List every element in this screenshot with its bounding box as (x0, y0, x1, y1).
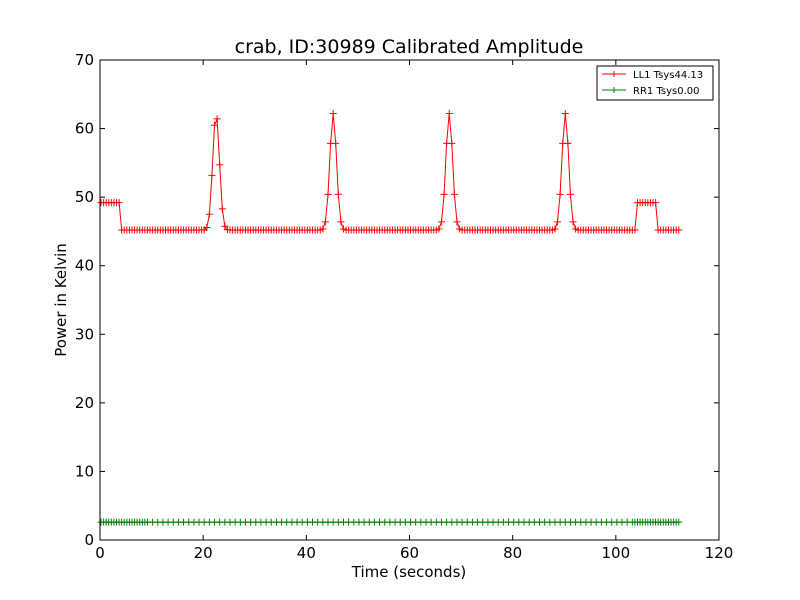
data-point (211, 121, 219, 129)
y-tick-label: 70 (75, 51, 94, 69)
data-point (203, 224, 211, 232)
data-point (329, 109, 337, 117)
data-point (437, 218, 445, 226)
data-point (319, 225, 327, 233)
data-point (445, 109, 453, 117)
plot-area (97, 109, 683, 526)
data-point (334, 190, 342, 198)
x-tick-label: 60 (400, 544, 419, 562)
x-tick-label: 80 (503, 544, 522, 562)
legend: LL1 Tsys44.13 RR1 Tsys0.00 (596, 65, 714, 101)
data-point (561, 109, 569, 117)
plot-frame (99, 59, 720, 541)
y-tick-label: 0 (84, 531, 94, 549)
data-point (453, 218, 461, 226)
data-point (435, 225, 443, 233)
data-point (321, 218, 329, 226)
series-1 (97, 518, 683, 526)
data-point (554, 218, 562, 226)
data-point (337, 218, 345, 226)
x-axis-label: Time (seconds) (351, 563, 467, 581)
data-point (564, 139, 572, 147)
data-point (216, 161, 224, 169)
data-point (324, 190, 332, 198)
y-tick-label: 60 (75, 120, 94, 138)
y-tick-label: 40 (75, 257, 94, 275)
data-point (556, 190, 564, 198)
legend-label: LL1 Tsys44.13 (633, 70, 703, 81)
x-tick-label: 40 (297, 544, 316, 562)
legend-box (596, 65, 714, 101)
legend-marker (611, 87, 617, 93)
series-0 (97, 109, 683, 234)
x-tick-label: 20 (194, 544, 213, 562)
legend-entry: RR1 Tsys0.00 (602, 86, 700, 97)
data-point (450, 190, 458, 198)
axes: 0 20 40 60 80 100 120 0 10 20 30 40 50 60 70 (75, 51, 733, 562)
data-point (551, 225, 559, 233)
y-tick-label: 50 (75, 188, 94, 206)
data-point (218, 205, 226, 213)
data-point (115, 199, 123, 207)
y-tick-label: 20 (75, 394, 94, 412)
data-point (208, 171, 216, 179)
data-point (440, 190, 448, 198)
data-point (569, 218, 577, 226)
data-point (332, 139, 340, 147)
x-tick-label: 100 (602, 544, 631, 562)
data-point (631, 226, 639, 234)
data-point (205, 210, 213, 218)
y-tick-label: 30 (75, 325, 94, 343)
legend-marker (611, 71, 617, 77)
chart-title: crab, ID:30989 Calibrated Amplitude (235, 36, 584, 58)
data-point (652, 199, 660, 207)
data-point (675, 518, 683, 526)
data-point (213, 115, 221, 123)
legend-entry: LL1 Tsys44.13 (602, 70, 703, 81)
x-tick-label: 0 (95, 544, 105, 562)
x-tick-label: 120 (705, 544, 734, 562)
legend-label: RR1 Tsys0.00 (633, 86, 700, 97)
series-line (101, 113, 679, 231)
y-axis-label: Power in Kelvin (52, 243, 70, 357)
data-point (675, 226, 683, 234)
y-tick-label: 10 (75, 462, 94, 480)
data-point (566, 190, 574, 198)
data-point (448, 139, 456, 147)
